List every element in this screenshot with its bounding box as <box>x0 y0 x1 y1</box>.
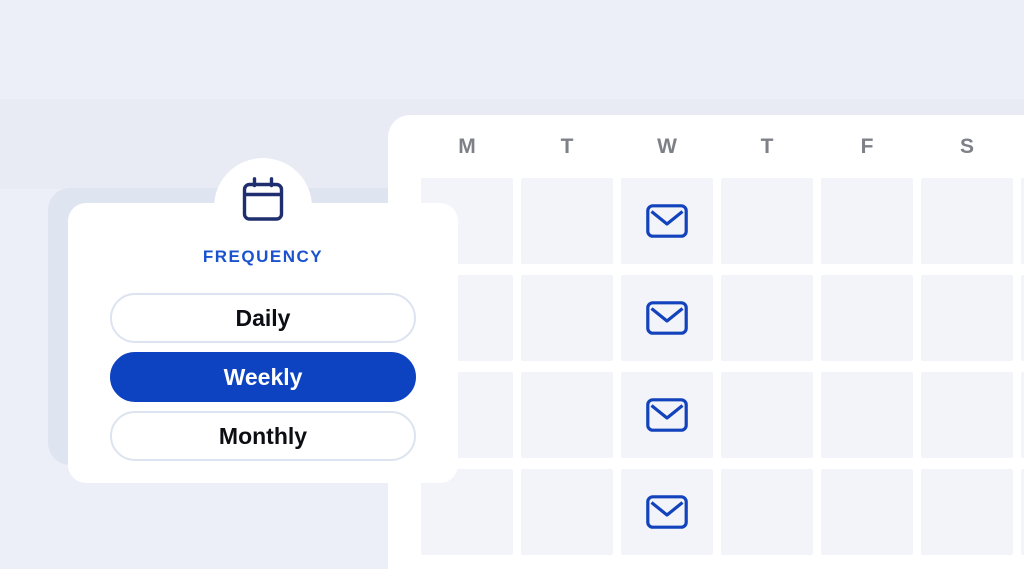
calendar-cell <box>821 178 913 264</box>
calendar-cell <box>921 275 1013 361</box>
calendar-cell-email <box>621 275 713 361</box>
frequency-option-monthly[interactable]: Monthly <box>110 411 416 461</box>
calendar-cell <box>1021 178 1024 264</box>
envelope-icon <box>646 398 688 432</box>
frequency-option-weekly[interactable]: Weekly <box>110 352 416 402</box>
day-header-3: T <box>760 134 774 158</box>
day-header-0: M <box>458 134 476 158</box>
calendar-cell <box>921 178 1013 264</box>
calendar-cell <box>521 372 613 458</box>
frequency-title: FREQUENCY <box>202 247 324 266</box>
calendar-cell <box>1021 372 1024 458</box>
calendar-grid <box>421 178 1024 555</box>
frequency-card: FREQUENCY Daily Weekly Monthly <box>68 158 458 483</box>
calendar-cell <box>1021 275 1024 361</box>
calendar-cell <box>821 469 913 555</box>
calendar-cell <box>821 275 913 361</box>
calendar-icon <box>242 177 284 221</box>
calendar-cell <box>521 275 613 361</box>
envelope-icon <box>646 204 688 238</box>
day-header-2: W <box>657 134 677 158</box>
envelope-icon <box>646 301 688 335</box>
calendar-cell <box>721 275 813 361</box>
day-header-4: F <box>860 134 874 158</box>
calendar-icon-badge <box>214 158 312 256</box>
envelope-icon <box>646 495 688 529</box>
calendar-cell <box>521 469 613 555</box>
calendar-cell <box>921 372 1013 458</box>
calendar-cell-email <box>621 372 713 458</box>
day-header-1: T <box>560 134 574 158</box>
calendar-cell-email <box>621 178 713 264</box>
calendar-cell <box>421 469 513 555</box>
calendar-cell <box>821 372 913 458</box>
calendar-cell <box>721 178 813 264</box>
calendar-cell <box>721 372 813 458</box>
calendar-cell <box>921 469 1013 555</box>
calendar-cell-email <box>621 469 713 555</box>
frequency-option-daily[interactable]: Daily <box>110 293 416 343</box>
calendar-cell <box>521 178 613 264</box>
frequency-options: Daily Weekly Monthly <box>110 293 416 461</box>
calendar-cell <box>721 469 813 555</box>
calendar-cell <box>1021 469 1024 555</box>
day-header-5: S <box>959 134 974 158</box>
